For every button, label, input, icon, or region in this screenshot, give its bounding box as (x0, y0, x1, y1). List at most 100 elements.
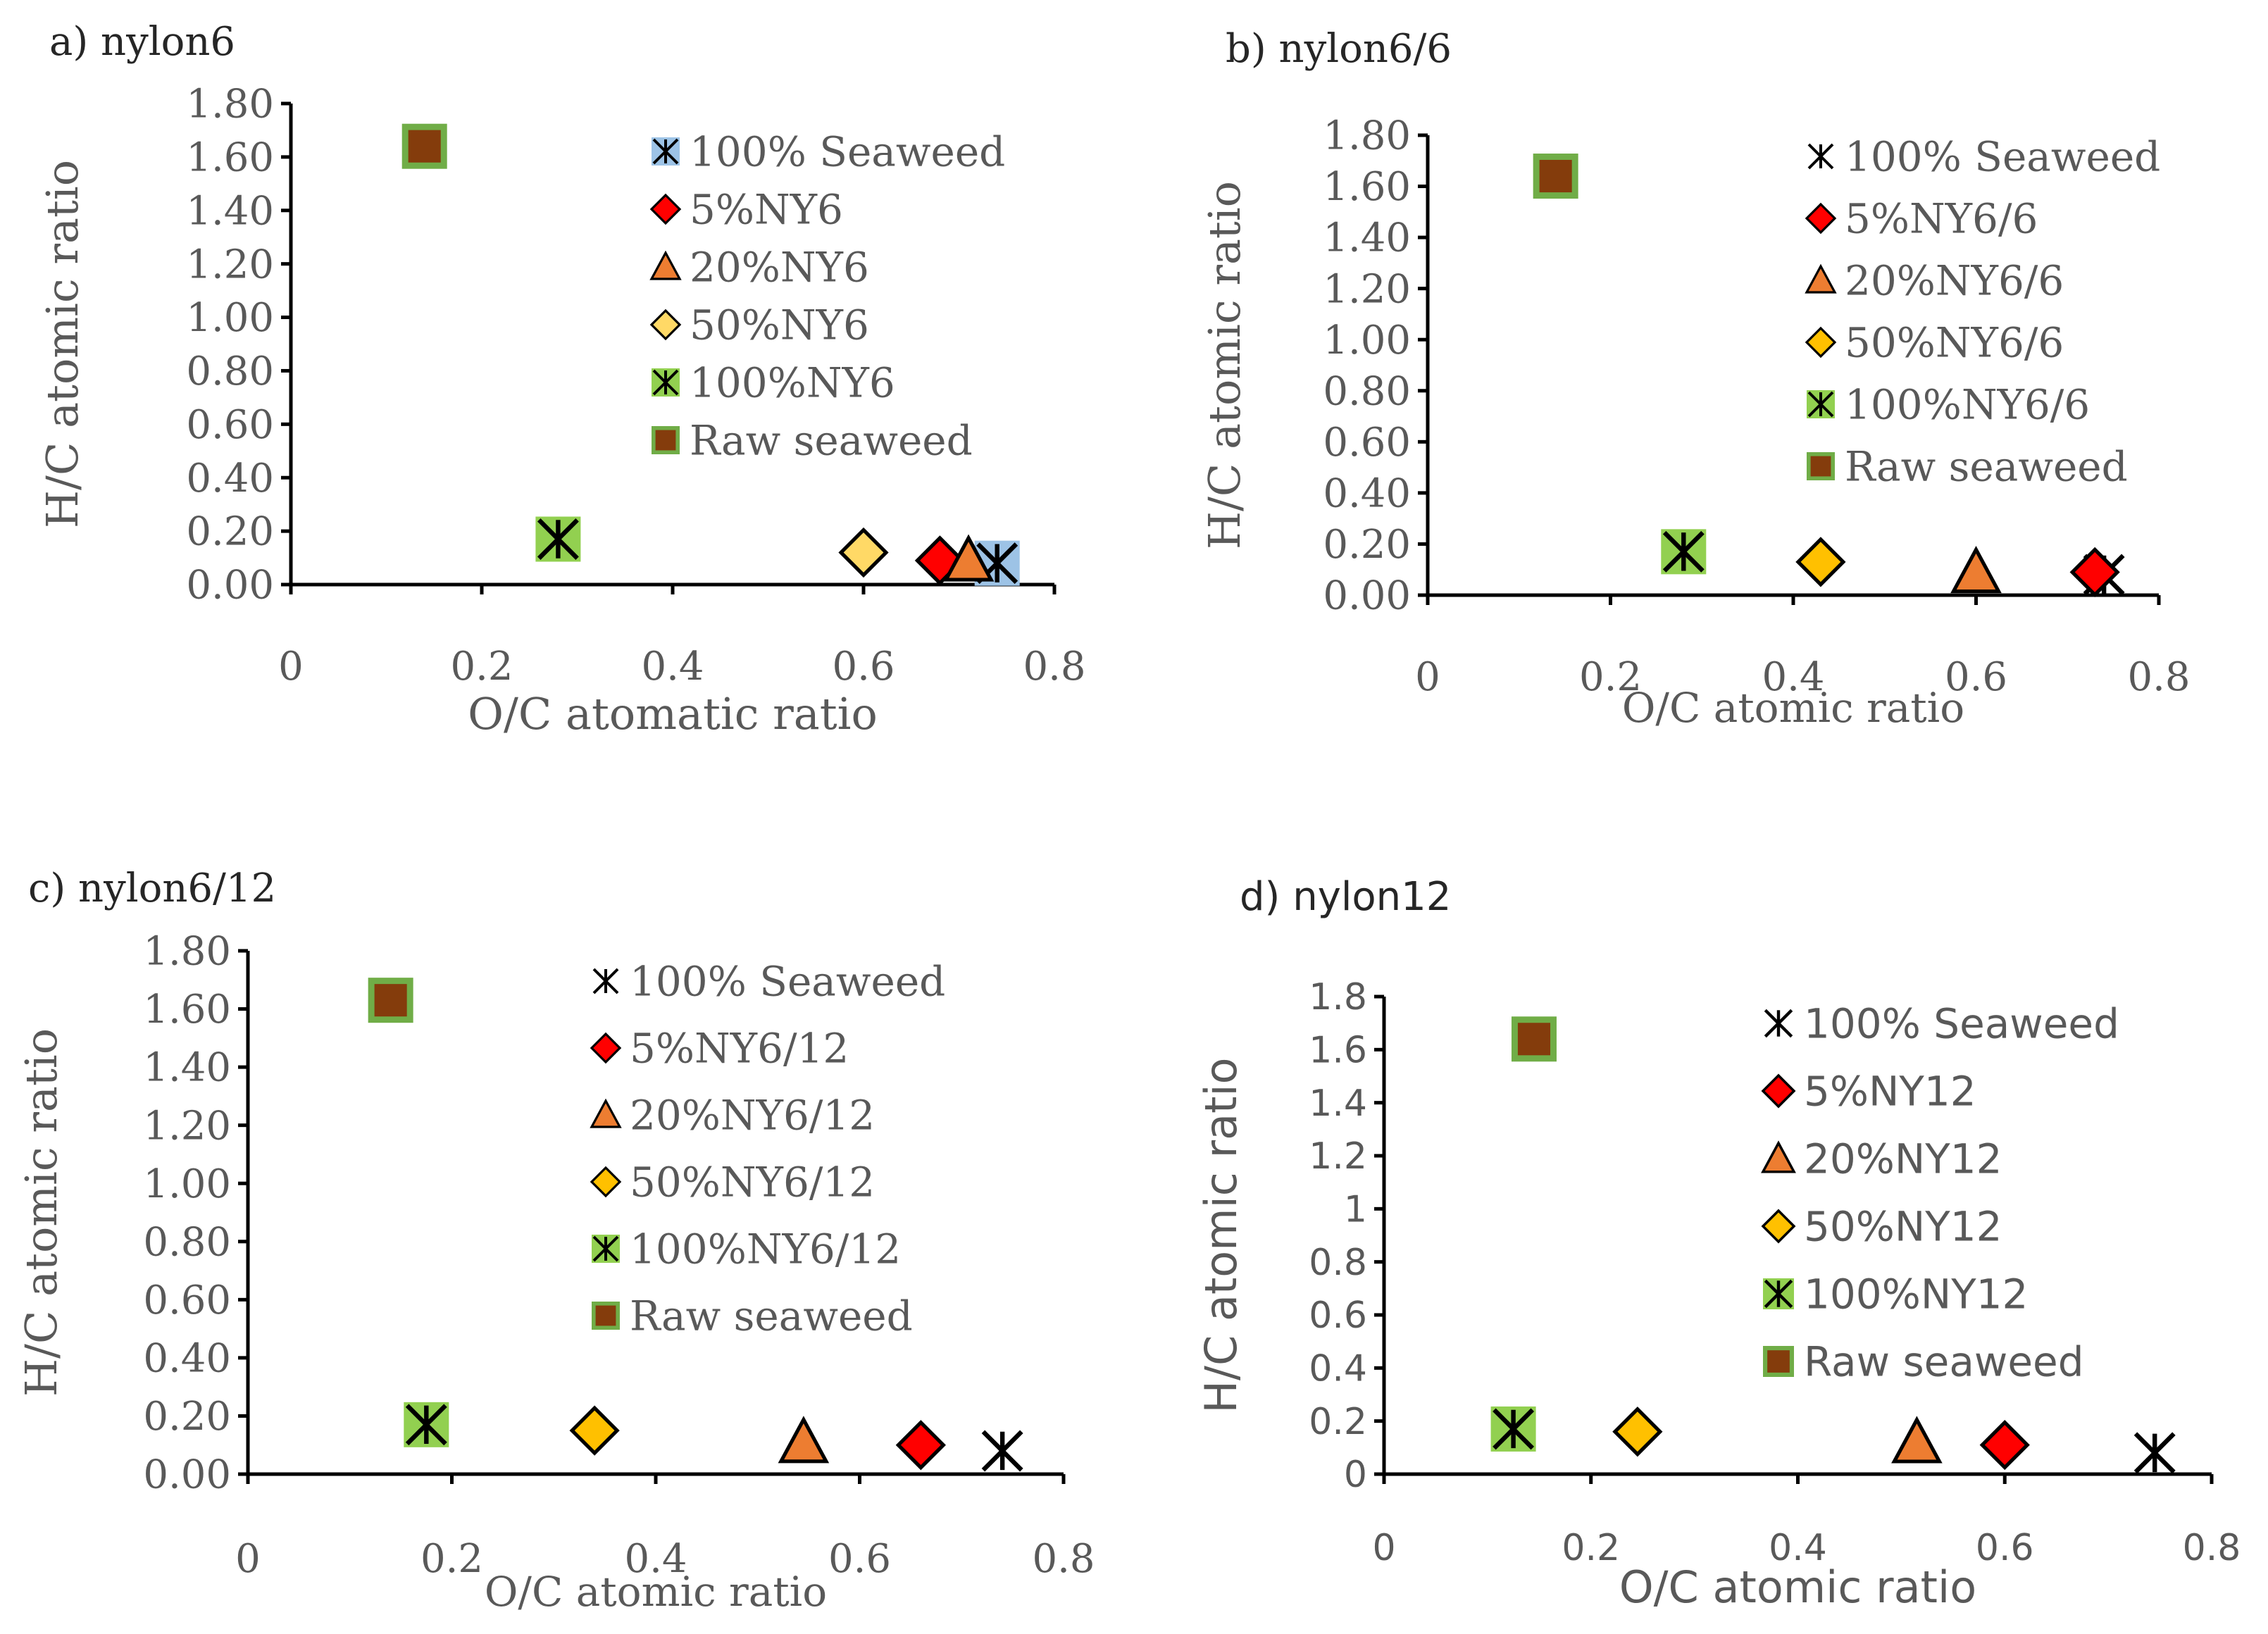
panel-a-x-tick-label: 0.8 (1023, 644, 1085, 690)
panel-a-legend-label-5: Raw seaweed (690, 416, 973, 464)
panel-c-x-tick-label: 0 (235, 1536, 261, 1582)
panel-b-title: b) nylon6/6 (1226, 26, 1452, 72)
panel-d-x-tick-label: 0.6 (1976, 1527, 2034, 1569)
panel-b-legend-marker-3 (1805, 326, 1837, 358)
panel-d-legend-label-4: 100%NY12 (1804, 1270, 2028, 1318)
panel-b-x-tick-label: 0.6 (1945, 654, 2007, 700)
panel-d-y-tick-label: 1 (1344, 1189, 1367, 1231)
panel-a-y-tick-label: 1.00 (186, 295, 274, 341)
panel-c-point-4 (404, 1402, 449, 1447)
panel-b-legend-label-2: 20%NY6/6 (1845, 256, 2064, 304)
panel-c-legend: 100% Seaweed 5%NY6/12 20%NY6/12 50%NY6/12 10… (590, 957, 945, 1340)
panel-d-y-tick-label: 0.8 (1309, 1242, 1367, 1284)
panel-c-x-tick-label: 0.2 (420, 1536, 483, 1582)
panel-a-x-tick-label: 0.6 (832, 644, 895, 690)
panel-c-x-tick-label: 0.8 (1032, 1536, 1095, 1582)
panel-a-legend-label-0: 100% Seaweed (690, 127, 1005, 175)
panel-b-legend-label-0: 100% Seaweed (1845, 132, 2160, 180)
panel-a-y-tick-label: 1.80 (186, 82, 274, 127)
panel-c-legend-marker-4 (592, 1235, 620, 1263)
panel-c: c) nylon6/120.000.200.400.600.801.001.20… (15, 866, 1095, 1616)
panel-b-legend-marker-0 (1807, 143, 1834, 170)
panel-c-y-tick-label: 0.20 (143, 1394, 231, 1440)
panel-d-legend-marker-1 (1761, 1073, 1796, 1109)
panel-d-y-tick-label: 1.4 (1309, 1083, 1367, 1125)
panel-a-y-tick-label: 0.20 (186, 509, 274, 555)
panel-d-title: d) nylon12 (1240, 874, 1451, 920)
panel-a-legend-label-3: 50%NY6 (690, 301, 869, 349)
panel-d-y-tick-label: 1.8 (1309, 976, 1367, 1018)
panel-d-legend-marker-5 (1763, 1346, 1794, 1377)
panel-b-y-tick-label: 0.00 (1323, 573, 1411, 619)
panel-c-y-tick-label: 1.40 (143, 1045, 231, 1091)
panel-b-legend: 100% Seaweed 5%NY6/6 20%NY6/6 50%NY6/6 100%N… (1805, 132, 2160, 490)
panel-c-legend-label-5: Raw seaweed (630, 1292, 913, 1340)
panel-b-point-5 (1533, 154, 1578, 199)
panel-d-point-2 (1891, 1416, 1943, 1464)
panel-a-legend-label-2: 20%NY6 (690, 243, 869, 291)
panel-b-y-tick-label: 1.40 (1323, 216, 1411, 261)
panel-b-x-tick-label: 0.8 (2127, 654, 2190, 700)
panel-c-legend-marker-0 (592, 968, 619, 994)
panel-c-x-tick-label: 0.4 (624, 1536, 687, 1582)
panel-c-legend-label-3: 50%NY6/12 (630, 1158, 875, 1206)
panel-c-legend-label-1: 5%NY6/12 (630, 1024, 849, 1072)
panel-a-x-tick-label: 0.4 (641, 644, 704, 690)
panel-b-legend-label-5: Raw seaweed (1845, 442, 2128, 490)
panel-b-legend-marker-2 (1805, 263, 1837, 294)
panel-b-point-1 (2069, 547, 2120, 597)
panel-a-legend-label-4: 100%NY6 (690, 358, 895, 406)
panel-c-legend-marker-2 (590, 1098, 622, 1128)
panel-a-point-4 (535, 516, 581, 562)
panel-d-y-tick-label: 0 (1344, 1454, 1367, 1496)
panel-a-legend-marker-1 (649, 193, 682, 225)
panel-c-point-1 (895, 1420, 946, 1471)
panel-d-legend-label-1: 5%NY12 (1804, 1067, 1976, 1115)
panel-c-y-tick-label: 0.60 (143, 1278, 231, 1323)
panel-b-legend-label-3: 50%NY6/6 (1845, 318, 2064, 366)
panel-c-legend-marker-3 (590, 1166, 622, 1198)
panel-a-point-2 (942, 534, 995, 582)
panel-a-point-3 (838, 527, 889, 578)
panel-d-y-axis-label: H/C atomic ratio (1195, 1057, 1247, 1413)
panel-b-y-tick-label: 0.80 (1323, 368, 1411, 414)
panel-b-point-3 (1795, 537, 1846, 587)
panel-c-legend-marker-1 (590, 1032, 622, 1064)
panel-d-legend: 100% Seaweed 5%NY12 20%NY12 50%NY12 100%NY12… (1761, 999, 2119, 1385)
panel-d-y-tick-label: 0.6 (1309, 1295, 1367, 1337)
panel-d-point-4 (1490, 1406, 1536, 1452)
panel-d-legend-label-5: Raw seaweed (1804, 1337, 2084, 1385)
panel-d-x-axis-label: O/C atomic ratio (1619, 1561, 1976, 1613)
panel-d-x-tick-label: 0.8 (2183, 1527, 2241, 1569)
panel-d-legend-label-0: 100% Seaweed (1804, 999, 2119, 1047)
panel-a-x-tick-label: 0 (278, 644, 304, 690)
panel-d-legend-marker-3 (1761, 1209, 1796, 1244)
panel-a-point-5 (401, 123, 447, 169)
panel-c-x-tick-label: 0.6 (828, 1536, 891, 1582)
panel-a-y-axis-label: H/C atomic ratio (37, 160, 88, 528)
panel-a-x-axis-label: O/C atomatic ratio (468, 688, 878, 740)
panel-b-y-tick-label: 0.60 (1323, 420, 1411, 466)
panel-d-legend-label-3: 50%NY12 (1804, 1202, 2002, 1250)
panel-b-y-tick-label: 1.80 (1323, 113, 1411, 159)
panel-a-title: a) nylon6 (49, 19, 235, 65)
panel-a-legend-marker-2 (649, 250, 682, 280)
panel-b-legend-label-1: 5%NY6/6 (1845, 194, 2038, 242)
panel-d-point-5 (1511, 1016, 1557, 1062)
panel-c-point-0 (981, 1430, 1023, 1472)
panel-c-point-5 (368, 978, 413, 1023)
panel-c-title: c) nylon6/12 (28, 866, 276, 911)
panel-a-legend-marker-0 (652, 137, 680, 166)
panel-b-x-tick-label: 0.4 (1762, 654, 1824, 700)
panel-c-y-tick-label: 0.00 (143, 1452, 231, 1498)
panel-a-y-tick-label: 0.60 (186, 402, 274, 448)
panel-c-x-axis-label: O/C atomic ratio (485, 1568, 827, 1616)
panel-b: b) nylon6/60.000.200.400.600.801.001.201… (1199, 26, 2191, 732)
panel-a-legend: 100% Seaweed 5%NY6 20%NY6 50%NY6 100%NY6 Raw … (649, 127, 1005, 464)
panel-b-legend-marker-4 (1807, 390, 1835, 418)
panel-b-x-tick-label: 0.2 (1579, 654, 1642, 700)
panel-b-y-axis-label: H/C atomic ratio (1199, 181, 1250, 549)
panel-a-legend-marker-3 (649, 308, 682, 341)
panel-b-y-tick-label: 0.40 (1323, 470, 1411, 516)
